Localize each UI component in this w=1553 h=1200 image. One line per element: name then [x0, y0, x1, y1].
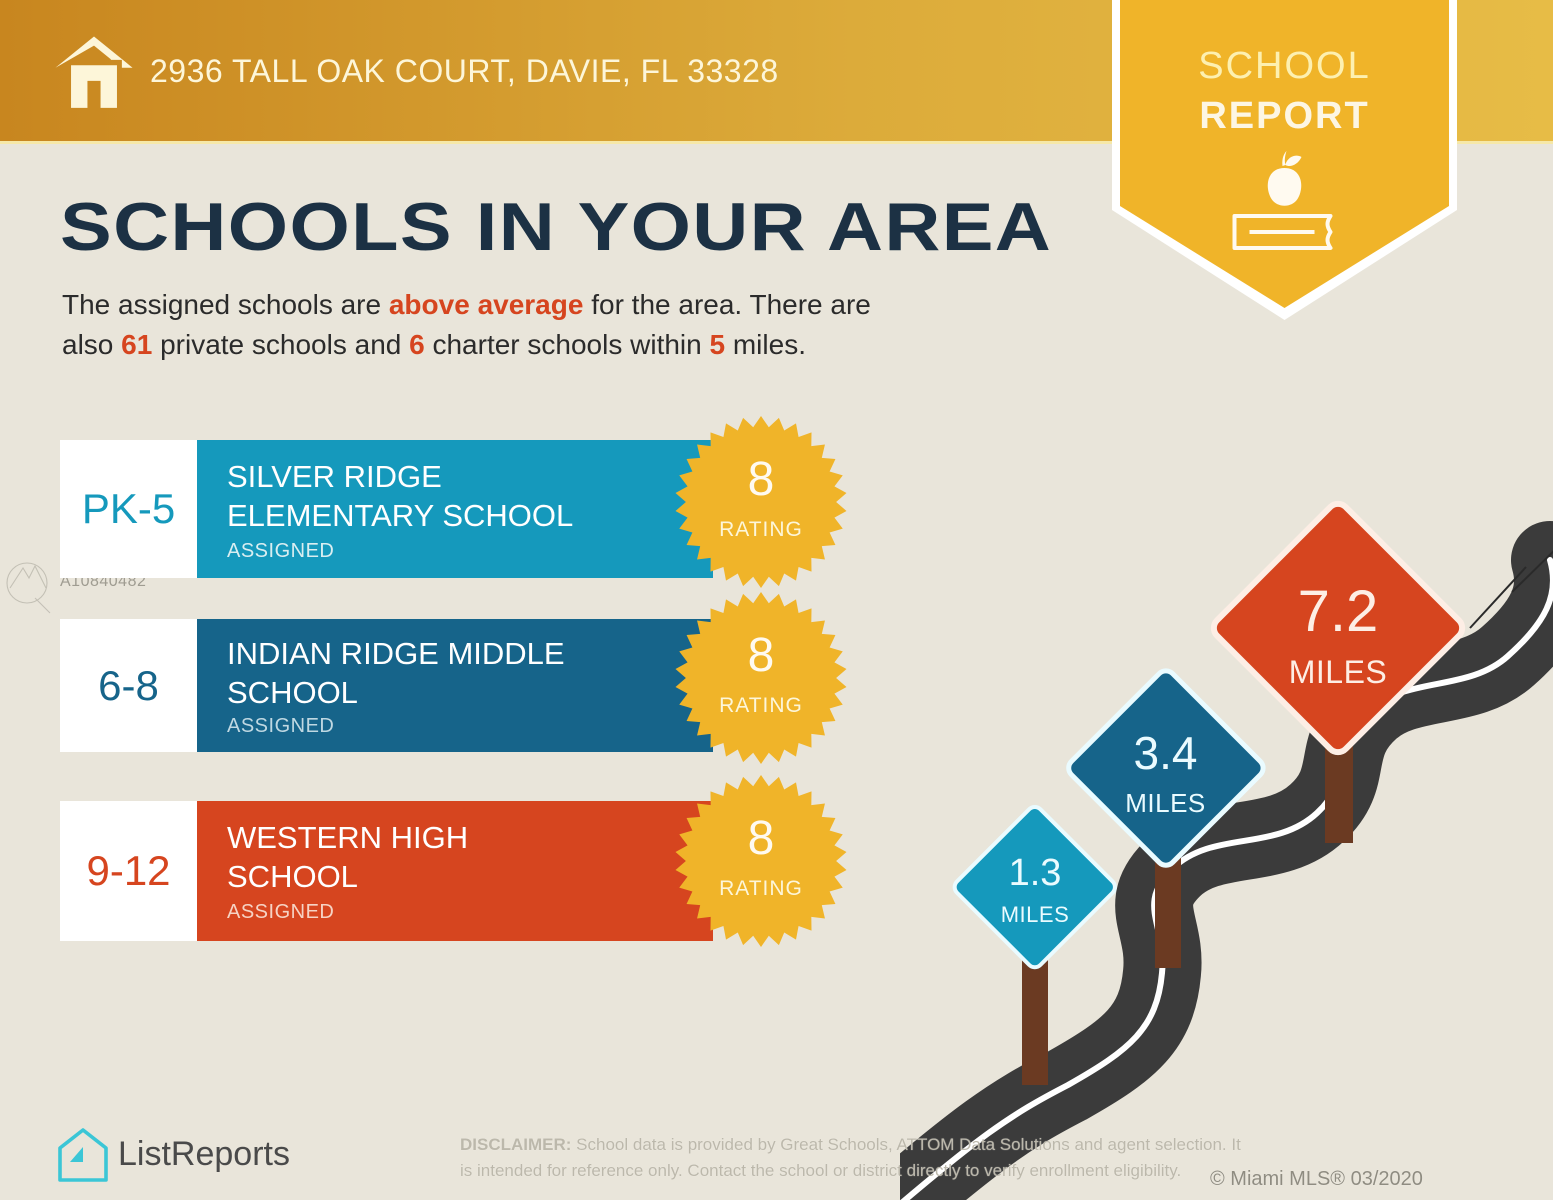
- svg-text:SCHOOL: SCHOOL: [1198, 45, 1370, 87]
- svg-text:REPORT: REPORT: [1199, 95, 1369, 137]
